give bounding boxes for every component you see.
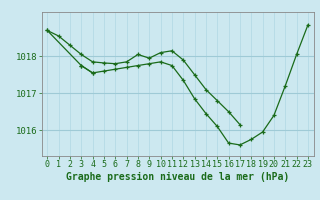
- X-axis label: Graphe pression niveau de la mer (hPa): Graphe pression niveau de la mer (hPa): [66, 172, 289, 182]
